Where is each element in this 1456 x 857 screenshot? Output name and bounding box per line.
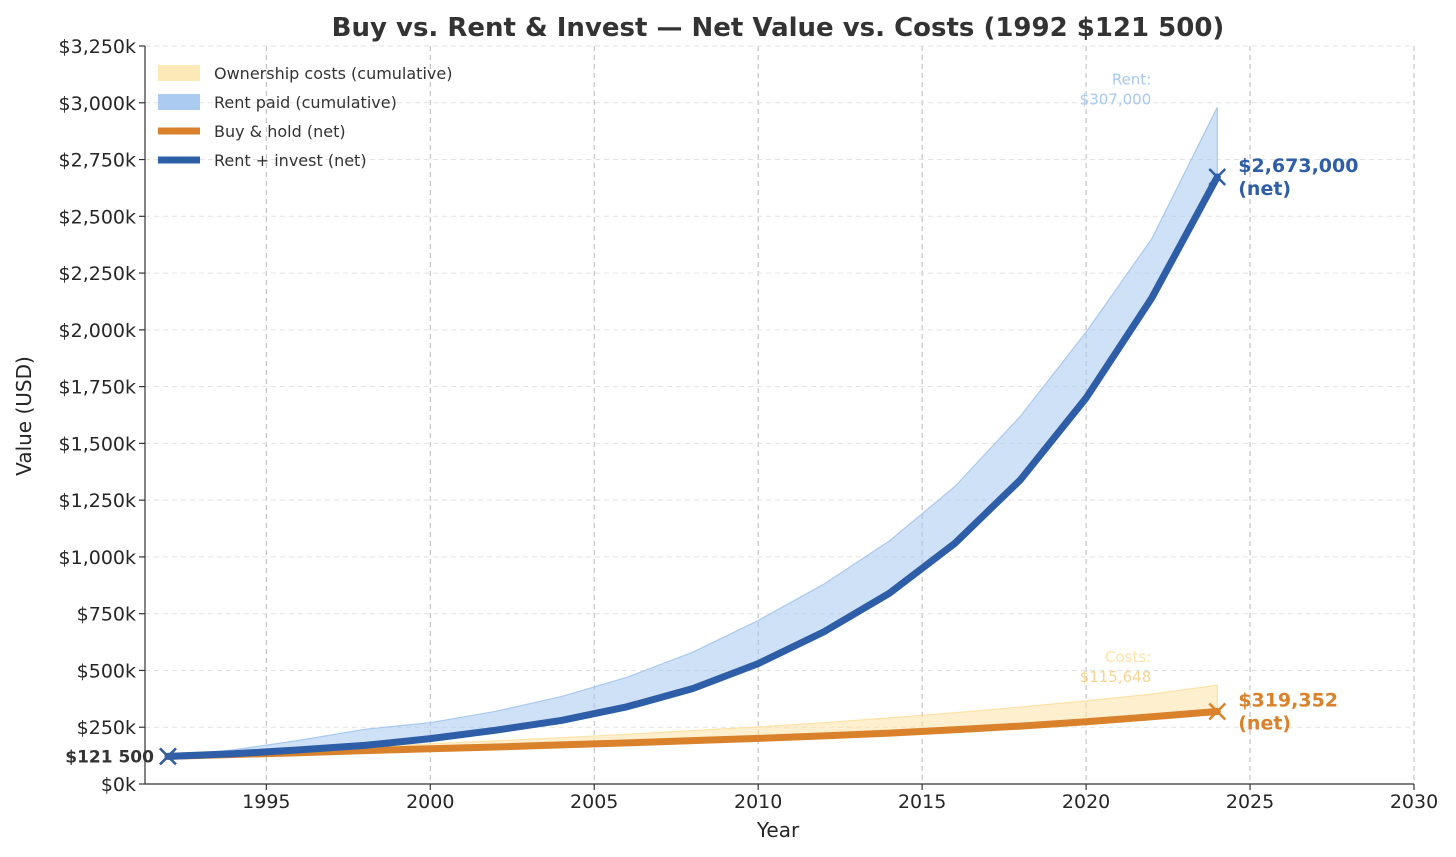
x-tick-label: 2015 <box>898 791 946 813</box>
y-tick-label: $1,250k <box>59 490 136 512</box>
x-tick-label: 2025 <box>1226 791 1274 813</box>
y-tick-label: $2,250k <box>59 263 136 285</box>
legend-swatch <box>158 65 200 81</box>
costs-note: Costs: <box>1105 648 1151 666</box>
y-tick-label: $1,500k <box>59 433 136 455</box>
line-rent-invest-net- <box>164 173 1221 760</box>
y-tick-label: $3,250k <box>59 36 136 58</box>
legend-label: Rent + invest (net) <box>214 151 367 170</box>
y-tick-label: $0k <box>101 774 136 796</box>
buy-end-label: $319,352 <box>1238 689 1338 711</box>
line-buy-hold-net- <box>164 708 1221 760</box>
buy-end-marker <box>1208 702 1227 721</box>
y-axis-label: Value (USD) <box>12 356 36 476</box>
start-value-label: $121 500 <box>65 747 154 767</box>
annotations: $121 500$2,673,000(net)$319,352(net)Rent… <box>65 70 1358 767</box>
y-tick-label: $2,000k <box>59 320 136 342</box>
grid <box>145 45 1415 784</box>
rent-end-label: $2,673,000 <box>1238 155 1358 177</box>
y-tick-label: $2,750k <box>59 150 136 172</box>
x-tick-label: 2020 <box>1062 791 1110 813</box>
rent-end-label-suffix: (net) <box>1238 178 1291 200</box>
markers <box>159 168 1227 766</box>
lines <box>164 173 1221 760</box>
y-tick-label: $250k <box>77 717 136 739</box>
x-tick-label: 2030 <box>1390 791 1438 813</box>
x-tick-label: 2010 <box>734 791 782 813</box>
start-marker <box>159 747 177 766</box>
rent-note-value: $307,000 <box>1080 90 1152 108</box>
legend: Ownership costs (cumulative) Rent paid (c… <box>158 64 452 170</box>
legend-label: Ownership costs (cumulative) <box>214 64 452 83</box>
y-tick-label: $500k <box>77 660 136 682</box>
x-axis-label: Year <box>756 818 800 842</box>
ticks: 1995 2000 2005 2010 2015 2020 2025 2030 $0k $250k… <box>59 36 1439 813</box>
y-tick-label: $1,750k <box>59 377 136 399</box>
axes <box>144 46 1414 785</box>
y-tick-label: $1,000k <box>59 547 136 569</box>
x-tick-label: 2005 <box>570 791 618 813</box>
legend-label: Buy & hold (net) <box>214 122 346 141</box>
x-tick-label: 1995 <box>242 791 290 813</box>
costs-note-value: $115,648 <box>1080 668 1152 686</box>
chart-title: Buy vs. Rent & Invest — Net Value vs. Co… <box>332 13 1225 43</box>
y-tick-label: $2,500k <box>59 206 136 228</box>
y-tick-label: $750k <box>77 604 136 626</box>
legend-swatch <box>158 94 200 110</box>
y-tick-label: $3,000k <box>59 93 136 115</box>
legend-label: Rent paid (cumulative) <box>214 93 397 112</box>
buy-end-label-suffix: (net) <box>1238 712 1291 734</box>
x-tick-label: 2000 <box>406 791 454 813</box>
rent-end-marker <box>1208 168 1227 186</box>
rent-note: Rent: <box>1112 70 1151 88</box>
